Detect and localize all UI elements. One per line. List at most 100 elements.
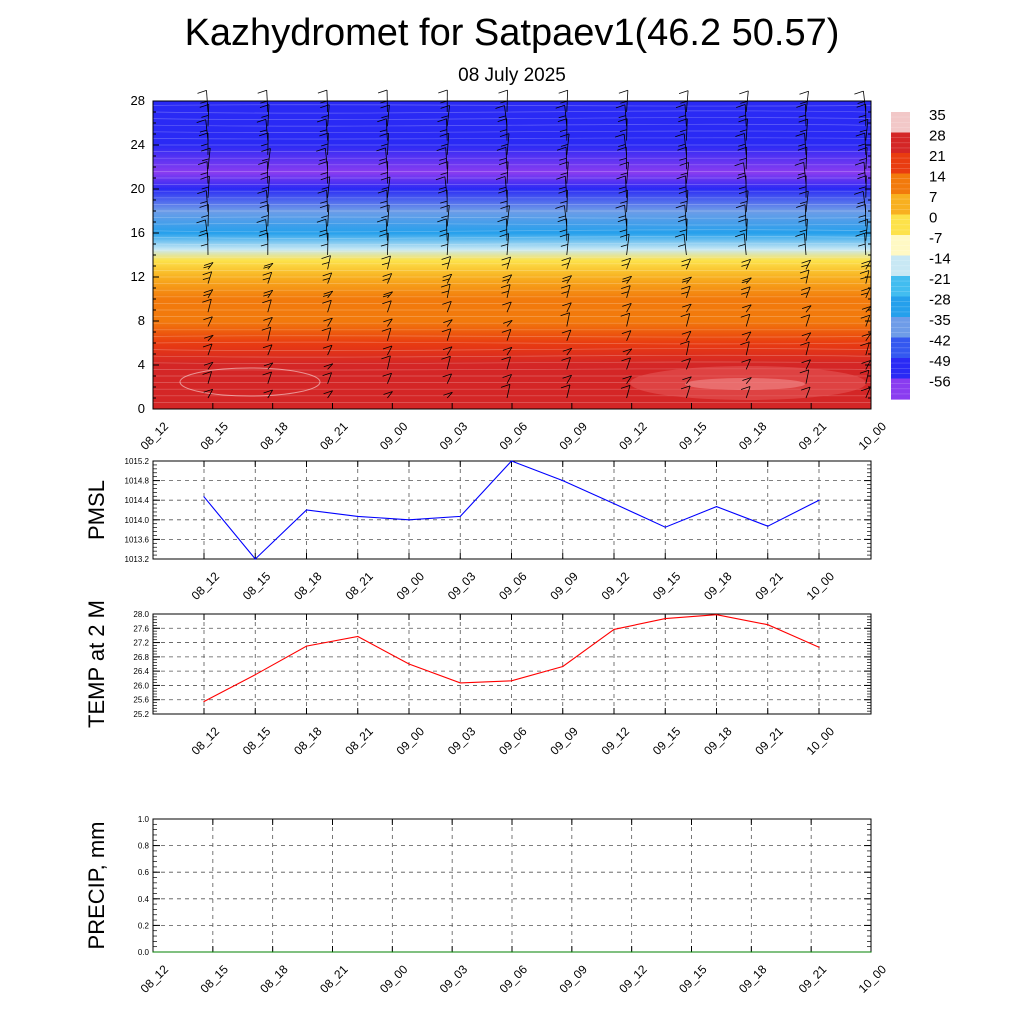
warm-core bbox=[685, 378, 805, 390]
wind-barb bbox=[382, 273, 393, 284]
wind-barb bbox=[561, 357, 571, 370]
data-point bbox=[510, 680, 513, 682]
wind-barb bbox=[622, 375, 632, 384]
data-point bbox=[459, 515, 461, 518]
wind-barb bbox=[256, 219, 269, 241]
data-point bbox=[203, 700, 205, 703]
wind-barb bbox=[795, 132, 807, 155]
y-tick-label: 1013.2 bbox=[125, 555, 150, 564]
wind-barb bbox=[197, 190, 209, 213]
data-point bbox=[357, 515, 359, 518]
wind-barb bbox=[376, 147, 388, 170]
x-tick-label: 09_15 bbox=[676, 962, 710, 996]
wind-barb bbox=[203, 316, 213, 327]
wind-barb bbox=[203, 262, 214, 270]
wind-barb bbox=[377, 118, 388, 141]
data-point bbox=[357, 635, 359, 638]
wind-barb bbox=[203, 388, 214, 399]
x-tick-label: 09_18 bbox=[701, 569, 735, 603]
wind-barb bbox=[854, 90, 867, 113]
y-tick-label: 1014.4 bbox=[125, 496, 150, 505]
heatmap-field bbox=[153, 101, 871, 409]
wind-barb bbox=[801, 332, 812, 342]
wind-barb bbox=[796, 175, 807, 198]
wind-barb bbox=[559, 233, 570, 256]
wind-barb bbox=[262, 371, 272, 384]
data-point bbox=[451, 951, 453, 953]
data-point bbox=[571, 951, 573, 953]
y-tick-label: 28.0 bbox=[133, 610, 149, 619]
pmsl-chart: 1013.2 1013.6 1014.0 1014.4 1014.8 1015.2 08_1… bbox=[84, 457, 872, 603]
wind-barb bbox=[681, 276, 692, 284]
data-point bbox=[212, 951, 214, 953]
isoline bbox=[152, 249, 872, 252]
wind-barb bbox=[794, 162, 807, 184]
wind-barb bbox=[204, 334, 214, 342]
colorbar-swatch bbox=[891, 132, 910, 154]
data-point bbox=[254, 558, 256, 560]
wind-barb bbox=[621, 357, 631, 370]
x-tick-label: 09_09 bbox=[556, 962, 590, 996]
wind-barb bbox=[615, 104, 627, 127]
wind-barb bbox=[441, 328, 452, 341]
wind-barb bbox=[443, 391, 453, 399]
colorbar-label: -21 bbox=[929, 271, 951, 288]
wind-barb bbox=[561, 257, 571, 270]
wind-barb bbox=[322, 290, 334, 299]
colorbar-label: 14 bbox=[929, 169, 946, 186]
page-title: Kazhydromet for Satpaev1(46.2 50.57) bbox=[184, 12, 840, 54]
x-tick-label: 08_18 bbox=[257, 419, 291, 453]
wind-barb bbox=[261, 148, 271, 170]
wind-barb bbox=[562, 374, 572, 384]
colorbar-swatch bbox=[891, 112, 910, 134]
wind-barb bbox=[440, 204, 450, 227]
y-tick-label: 27.2 bbox=[133, 639, 149, 648]
isoline bbox=[152, 157, 872, 159]
colorbar-swatch bbox=[891, 296, 910, 318]
x-tick-label: 08_12 bbox=[189, 724, 223, 758]
x-tick-label: 09_09 bbox=[547, 724, 581, 758]
y-axis-label: PRECIP, mm bbox=[84, 822, 109, 950]
wind-barb bbox=[622, 348, 633, 356]
wind-barb bbox=[615, 204, 627, 227]
wind-barb bbox=[501, 329, 512, 341]
isoline bbox=[152, 242, 872, 246]
wind-barb bbox=[322, 272, 333, 284]
colorbar-label: -56 bbox=[929, 374, 951, 391]
wind-barb bbox=[740, 341, 750, 356]
wind-barb bbox=[500, 284, 511, 298]
wind-barb bbox=[261, 326, 272, 341]
data-point bbox=[613, 628, 615, 631]
plot-frame bbox=[152, 460, 872, 560]
wind-barb bbox=[680, 313, 691, 327]
wind-barb bbox=[436, 147, 448, 170]
wind-barb bbox=[735, 204, 747, 227]
wind-barb bbox=[502, 274, 513, 284]
wind-barb bbox=[742, 377, 752, 384]
wind-barb bbox=[322, 344, 333, 356]
x-tick-label: 09_15 bbox=[650, 569, 684, 603]
wind-barb bbox=[621, 330, 632, 341]
wind-barb bbox=[442, 273, 453, 284]
data-point bbox=[562, 480, 564, 482]
wind-barb bbox=[617, 118, 628, 141]
x-tick-label: 09_21 bbox=[752, 569, 786, 603]
x-tick-label: 09_03 bbox=[437, 962, 471, 996]
wind-barb bbox=[677, 146, 687, 170]
wind-barb bbox=[855, 132, 867, 155]
x-tick-label: 09_12 bbox=[599, 569, 633, 603]
isoline bbox=[152, 104, 872, 107]
isoline bbox=[152, 150, 872, 153]
y-tick-label: 0 bbox=[138, 401, 145, 416]
wind-barb bbox=[616, 175, 627, 198]
wind-barb bbox=[614, 133, 627, 155]
wind-barb bbox=[500, 205, 510, 227]
colorbar-label: 21 bbox=[929, 148, 946, 165]
wind-barb bbox=[682, 303, 692, 313]
wind-barb bbox=[381, 327, 392, 341]
y-tick-label: 1014.8 bbox=[125, 477, 150, 486]
wind-barb bbox=[381, 355, 391, 370]
colorbar-label: -35 bbox=[929, 312, 951, 329]
wind-barb bbox=[263, 317, 273, 327]
wind-barb bbox=[323, 390, 333, 399]
